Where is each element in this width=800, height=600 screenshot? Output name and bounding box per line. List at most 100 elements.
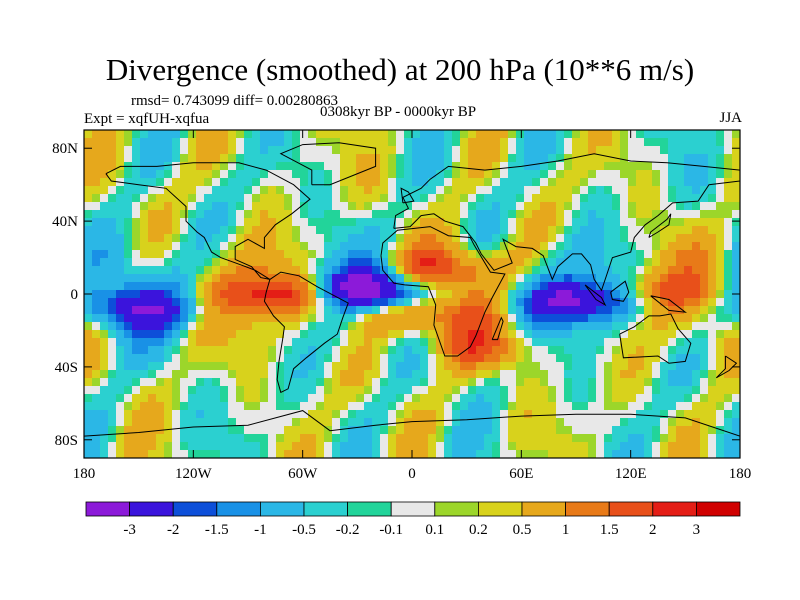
field-cell xyxy=(500,194,509,203)
field-cell xyxy=(220,202,229,211)
field-cell xyxy=(268,290,277,299)
field-cell xyxy=(596,242,605,251)
field-cell xyxy=(196,426,205,435)
field-cell xyxy=(300,394,309,403)
field-cell xyxy=(596,274,605,283)
field-cell xyxy=(196,330,205,339)
field-cell xyxy=(228,210,237,219)
field-cell xyxy=(188,450,197,458)
field-cell xyxy=(180,226,189,235)
field-cell xyxy=(332,194,341,203)
field-cell xyxy=(340,418,349,427)
field-cell xyxy=(484,146,493,155)
field-cell xyxy=(396,146,405,155)
field-cell xyxy=(84,130,93,139)
field-cell xyxy=(140,186,149,195)
field-cell xyxy=(444,322,453,331)
field-cell xyxy=(436,378,445,387)
field-cell xyxy=(100,402,109,411)
field-cell xyxy=(660,282,669,291)
field-cell xyxy=(548,346,557,355)
field-cell xyxy=(572,330,581,339)
field-cell xyxy=(476,146,485,155)
field-cell xyxy=(388,290,397,299)
field-cell xyxy=(628,274,637,283)
field-cell xyxy=(668,402,677,411)
field-cell xyxy=(708,218,717,227)
field-cell xyxy=(156,402,165,411)
field-cell xyxy=(548,242,557,251)
field-cell xyxy=(172,426,181,435)
field-cell xyxy=(580,362,589,371)
field-cell xyxy=(204,354,213,363)
field-cell xyxy=(420,418,429,427)
field-cell xyxy=(612,378,621,387)
field-cell xyxy=(244,442,253,451)
field-cell xyxy=(268,242,277,251)
field-cell xyxy=(604,234,613,243)
field-cell xyxy=(628,298,637,307)
field-cell xyxy=(716,346,725,355)
field-cell xyxy=(580,258,589,267)
field-cell xyxy=(540,394,549,403)
field-cell xyxy=(300,266,309,275)
field-cell xyxy=(372,266,381,275)
field-cell xyxy=(436,290,445,299)
field-cell xyxy=(252,434,261,443)
field-cell xyxy=(604,210,613,219)
new-guinea-coast xyxy=(650,295,688,313)
field-cell xyxy=(108,306,117,315)
field-cell xyxy=(340,346,349,355)
field-cell xyxy=(412,218,421,227)
field-cell xyxy=(660,330,669,339)
field-cell xyxy=(116,274,125,283)
field-cell xyxy=(164,426,173,435)
field-cell xyxy=(564,442,573,451)
field-cell xyxy=(644,266,653,275)
field-cell xyxy=(524,394,533,403)
field-cell xyxy=(372,410,381,419)
field-cell xyxy=(708,194,717,203)
field-cell xyxy=(588,282,597,291)
field-cell xyxy=(684,330,693,339)
field-cell xyxy=(212,426,221,435)
field-cell xyxy=(436,434,445,443)
field-cell xyxy=(316,258,325,267)
field-cell xyxy=(292,354,301,363)
field-cell xyxy=(364,410,373,419)
field-cell xyxy=(156,170,165,179)
field-cell xyxy=(212,154,221,163)
field-cell xyxy=(204,378,213,387)
field-cell xyxy=(300,130,309,139)
field-cell xyxy=(476,418,485,427)
australia-coast xyxy=(619,313,692,364)
field-cell xyxy=(308,450,317,458)
field-cell xyxy=(460,290,469,299)
field-cell xyxy=(212,418,221,427)
field-cell xyxy=(580,402,589,411)
field-cell xyxy=(444,450,453,458)
field-cell xyxy=(484,354,493,363)
field-cell xyxy=(652,266,661,275)
field-cell xyxy=(212,202,221,211)
field-cell xyxy=(388,370,397,379)
field-cell xyxy=(412,170,421,179)
field-cell xyxy=(420,210,429,219)
field-cell xyxy=(228,314,237,323)
field-cell xyxy=(580,282,589,291)
field-cell xyxy=(156,154,165,163)
field-cell xyxy=(236,290,245,299)
field-cell xyxy=(172,338,181,347)
field-cell xyxy=(244,146,253,155)
field-cell xyxy=(300,258,309,267)
field-cell xyxy=(140,146,149,155)
field-cell xyxy=(236,202,245,211)
field-cell xyxy=(188,266,197,275)
field-cell xyxy=(444,306,453,315)
field-cell xyxy=(716,210,725,219)
field-cell xyxy=(92,170,101,179)
field-cell xyxy=(556,410,565,419)
field-cell xyxy=(204,298,213,307)
field-cell xyxy=(268,370,277,379)
field-cell xyxy=(124,138,133,147)
